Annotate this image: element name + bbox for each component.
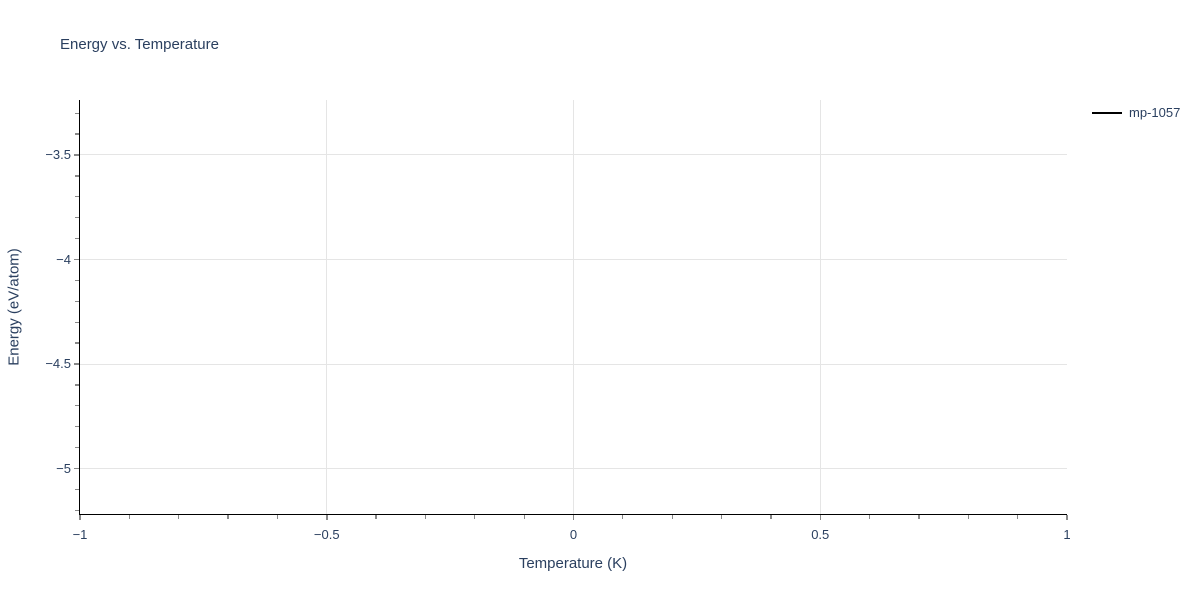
x-axis-title: Temperature (K) [518, 555, 628, 572]
y-minor-tick-mark [74, 217, 79, 219]
x-minor-tick-mark [868, 515, 871, 519]
y-minor-tick-mark [74, 426, 79, 428]
gridline-horizontal [80, 259, 1067, 260]
x-minor-tick-mark [523, 515, 525, 519]
x-major-tick-mark [326, 515, 328, 520]
x-minor-tick-mark [720, 515, 723, 519]
y-major-tick-mark [73, 467, 79, 470]
legend-series-label: mp-1057 [1129, 105, 1181, 120]
gridline-horizontal [80, 154, 1067, 156]
x-minor-tick-mark [128, 515, 130, 519]
legend-line-swatch [1092, 111, 1122, 114]
y-minor-tick-mark [74, 279, 79, 282]
x-minor-tick-mark [227, 515, 229, 519]
x-minor-tick-mark [918, 515, 920, 519]
y-minor-tick-mark [74, 488, 79, 491]
y-minor-tick-mark [74, 175, 79, 177]
x-major-tick-mark [819, 515, 821, 520]
x-minor-tick-mark [671, 515, 673, 519]
y-axis-title: Energy (eV/atom) [5, 248, 23, 366]
y-minor-tick-mark [74, 384, 79, 386]
x-axis-line [78, 513, 1067, 515]
y-axis-line [78, 100, 80, 515]
y-minor-tick-mark [74, 446, 79, 449]
x-major-tick-mark [79, 515, 81, 520]
y-minor-tick-mark [74, 405, 79, 407]
x-minor-tick-mark [178, 515, 180, 519]
gridline-vertical [326, 100, 328, 514]
y-minor-tick-mark [74, 112, 79, 114]
x-tick-label: −1 [72, 526, 88, 542]
x-minor-tick-mark [474, 515, 476, 519]
y-minor-tick-mark [74, 321, 79, 323]
y-tick-label: −5 [56, 460, 71, 476]
y-minor-tick-mark [74, 509, 79, 511]
x-minor-tick-mark [424, 515, 427, 519]
x-tick-label: 0 [569, 526, 578, 542]
gridline-horizontal [80, 468, 1067, 470]
x-minor-tick-mark [622, 515, 624, 519]
x-minor-tick-mark [276, 515, 279, 519]
x-minor-tick-mark [967, 515, 969, 519]
gridline-vertical [819, 100, 821, 514]
x-tick-label: −0.5 [313, 526, 340, 542]
y-minor-tick-mark [74, 300, 79, 302]
x-minor-tick-mark [770, 515, 772, 519]
y-major-tick-mark [73, 363, 79, 365]
y-minor-tick-mark [74, 133, 79, 135]
y-major-tick-mark [73, 258, 79, 261]
y-minor-tick-mark [74, 237, 79, 240]
gridline-horizontal [80, 363, 1067, 365]
y-tick-label: −4 [56, 251, 71, 267]
x-tick-label: 0.5 [811, 526, 830, 542]
plot-area[interactable] [80, 100, 1067, 514]
y-tick-label: −4.5 [45, 356, 71, 372]
x-minor-tick-mark [1017, 515, 1019, 519]
gridline-vertical [573, 100, 574, 514]
y-major-tick-mark [73, 154, 79, 156]
y-minor-tick-mark [74, 342, 79, 344]
x-minor-tick-mark [375, 515, 377, 519]
x-major-tick-mark [572, 515, 575, 520]
chart-title: Energy vs. Temperature [60, 36, 219, 53]
y-minor-tick-mark [74, 196, 79, 198]
x-tick-label: 1 [1063, 526, 1071, 542]
x-major-tick-mark [1066, 515, 1068, 520]
legend[interactable]: mp-1057 [1092, 105, 1180, 120]
y-tick-label: −3.5 [45, 146, 71, 162]
